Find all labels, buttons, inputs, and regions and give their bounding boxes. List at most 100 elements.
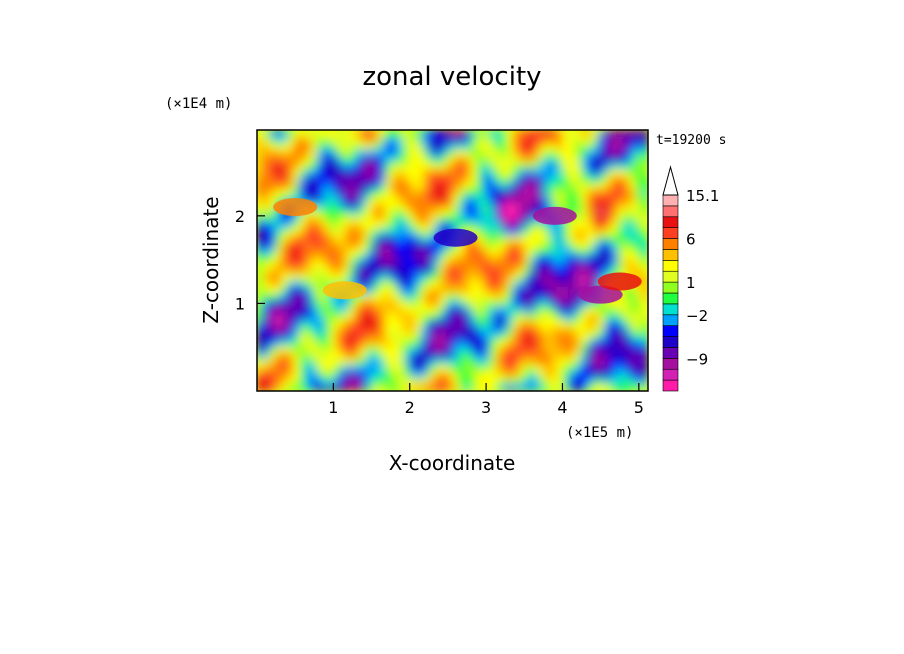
field-cell xyxy=(378,286,386,294)
field-cell xyxy=(403,253,411,261)
field-cell xyxy=(348,357,356,366)
field-cell xyxy=(335,318,344,327)
field-cell xyxy=(604,181,612,190)
field-cell xyxy=(488,286,496,294)
y-tick-label: 2 xyxy=(235,207,245,226)
field-cell xyxy=(403,181,411,190)
field-cell xyxy=(598,344,606,353)
field-cell xyxy=(623,325,631,333)
field-cell xyxy=(299,142,307,151)
field-cell xyxy=(268,220,276,229)
field-cell xyxy=(580,142,588,151)
field-cell xyxy=(494,142,502,151)
field-cell xyxy=(574,370,582,379)
field-cell xyxy=(268,181,276,190)
field-cell xyxy=(464,253,472,261)
field-cell xyxy=(616,246,625,255)
field-cell xyxy=(464,175,472,183)
field-cell xyxy=(623,188,631,196)
field-cell xyxy=(506,136,515,144)
field-cell xyxy=(323,201,331,209)
field-cell xyxy=(470,260,478,268)
field-cell xyxy=(403,279,411,288)
field-cell xyxy=(317,136,325,144)
field-cell xyxy=(604,344,612,353)
field-cell xyxy=(488,194,496,203)
field-cell xyxy=(421,130,429,138)
field-cell xyxy=(268,383,276,391)
field-cell xyxy=(409,253,417,261)
field-cell xyxy=(421,279,429,288)
field-cell xyxy=(427,351,435,359)
field-cell xyxy=(323,260,331,268)
x-tick-label: 5 xyxy=(634,398,644,417)
field-cell xyxy=(488,377,496,385)
colorbar: 15.161−2−9 xyxy=(662,165,719,392)
field-cell xyxy=(415,338,423,346)
field-cell xyxy=(470,299,478,307)
field-cell xyxy=(378,364,386,372)
field-cell xyxy=(397,188,405,196)
field-cell xyxy=(342,377,350,385)
field-cell xyxy=(616,370,625,379)
field-cell xyxy=(604,130,612,138)
field-cell xyxy=(354,370,362,379)
field-cell xyxy=(494,240,502,248)
field-cell xyxy=(257,312,264,320)
field-cell xyxy=(445,260,453,268)
field-cell xyxy=(384,227,392,235)
field-cell xyxy=(635,142,643,151)
field-cell xyxy=(592,318,600,327)
field-cell xyxy=(342,142,350,151)
field-cell xyxy=(342,168,350,177)
field-cell xyxy=(598,253,606,261)
field-cell xyxy=(262,260,270,268)
field-cell xyxy=(586,331,594,340)
field-cell xyxy=(403,325,411,333)
field-cell xyxy=(635,377,643,385)
field-cell xyxy=(390,188,399,196)
colorbar-swatch xyxy=(662,368,679,381)
field-cell xyxy=(287,220,295,229)
field-cell xyxy=(549,338,557,346)
field-cell xyxy=(421,383,429,391)
field-cell xyxy=(592,312,600,320)
field-cell xyxy=(610,357,618,366)
field-cell xyxy=(568,220,576,229)
field-cell xyxy=(280,162,289,170)
field-cell xyxy=(409,383,417,391)
field-cell xyxy=(623,227,631,235)
field-cell xyxy=(561,325,570,333)
field-cell xyxy=(317,188,325,196)
field-cell xyxy=(580,318,588,327)
field-cell xyxy=(458,312,466,320)
field-cell xyxy=(262,318,270,327)
field-cell xyxy=(464,246,472,255)
field-cell xyxy=(580,214,588,222)
field-cell xyxy=(580,201,588,209)
field-cell xyxy=(586,130,594,138)
field-cell xyxy=(458,188,466,196)
field-cell xyxy=(390,279,399,288)
field-cell xyxy=(445,351,453,359)
field-cell xyxy=(519,260,527,268)
field-cell xyxy=(372,181,380,190)
field-cell xyxy=(280,364,289,372)
field-cell xyxy=(452,279,460,288)
field-cell xyxy=(586,194,594,203)
field-cell xyxy=(293,286,301,294)
field-cell xyxy=(360,188,368,196)
field-cell xyxy=(293,142,301,151)
field-cell xyxy=(592,175,600,183)
field-cell xyxy=(299,260,307,268)
field-cell xyxy=(610,149,618,157)
field-cell xyxy=(409,338,417,346)
field-cell xyxy=(592,188,600,196)
field-cell xyxy=(378,325,386,333)
field-cell xyxy=(299,299,307,307)
field-cell xyxy=(598,175,606,183)
field-cell xyxy=(445,220,453,229)
field-cell xyxy=(623,351,631,359)
field-cell xyxy=(305,344,313,353)
field-cell xyxy=(513,233,521,242)
